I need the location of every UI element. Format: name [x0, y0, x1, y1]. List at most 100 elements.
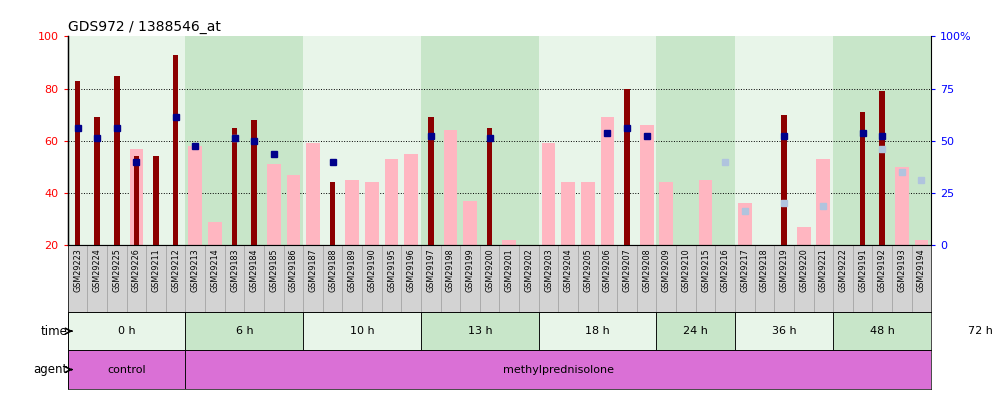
Bar — [519, 245, 539, 312]
Bar — [562, 182, 575, 245]
Text: GSM29188: GSM29188 — [328, 248, 338, 292]
Text: 10 h: 10 h — [350, 326, 374, 336]
Text: GSM29202: GSM29202 — [525, 248, 534, 292]
Text: 18 h: 18 h — [586, 326, 610, 336]
Text: GSM29212: GSM29212 — [171, 248, 180, 292]
Bar — [797, 227, 811, 245]
Text: GSM29220: GSM29220 — [799, 248, 808, 292]
Text: GSM29194: GSM29194 — [917, 248, 926, 292]
Text: GSM29187: GSM29187 — [309, 248, 318, 292]
Text: GSM29219: GSM29219 — [780, 248, 789, 292]
Bar — [205, 245, 225, 312]
Text: GSM29209: GSM29209 — [661, 248, 671, 292]
Bar — [636, 245, 656, 312]
Bar — [381, 245, 401, 312]
Text: GSM29210: GSM29210 — [681, 248, 690, 292]
Text: GSM29186: GSM29186 — [289, 248, 298, 292]
Bar — [264, 245, 284, 312]
Text: GSM29223: GSM29223 — [73, 248, 82, 292]
Bar — [931, 312, 996, 350]
Text: GSM29214: GSM29214 — [210, 248, 219, 292]
Bar — [188, 146, 202, 245]
Bar — [225, 245, 244, 312]
Text: methylprednisolone: methylprednisolone — [503, 364, 614, 375]
Text: 6 h: 6 h — [235, 326, 253, 336]
Text: GSM29217: GSM29217 — [740, 248, 749, 292]
Bar — [88, 245, 107, 312]
Bar — [914, 240, 928, 245]
Bar — [931, 36, 996, 245]
Bar — [601, 117, 615, 245]
Bar — [153, 156, 158, 245]
Text: GSM29183: GSM29183 — [230, 248, 239, 292]
Bar — [287, 175, 300, 245]
Text: GSM29184: GSM29184 — [250, 248, 259, 292]
Bar — [578, 245, 598, 312]
Bar — [303, 36, 421, 245]
Bar — [735, 36, 833, 245]
Bar — [173, 55, 178, 245]
Bar — [659, 182, 673, 245]
Bar — [624, 89, 629, 245]
Bar — [581, 182, 595, 245]
Bar — [95, 117, 100, 245]
Text: GDS972 / 1388546_at: GDS972 / 1388546_at — [68, 20, 220, 34]
Bar — [68, 312, 185, 350]
Bar — [618, 245, 636, 312]
Text: 13 h: 13 h — [467, 326, 492, 336]
Bar — [346, 180, 360, 245]
Bar — [232, 128, 237, 245]
Bar — [774, 245, 794, 312]
Bar — [715, 245, 735, 312]
Text: GSM29198: GSM29198 — [446, 248, 455, 292]
Bar — [911, 245, 931, 312]
Bar — [639, 125, 653, 245]
Bar — [303, 245, 323, 312]
Text: GSM29185: GSM29185 — [269, 248, 278, 292]
Bar — [267, 164, 281, 245]
Text: 0 h: 0 h — [118, 326, 135, 336]
Text: GSM29205: GSM29205 — [584, 248, 593, 292]
Bar — [542, 143, 556, 245]
Bar — [539, 36, 656, 245]
Bar — [133, 156, 139, 245]
Bar — [421, 245, 440, 312]
Bar — [343, 245, 363, 312]
Text: GSM29199: GSM29199 — [465, 248, 474, 292]
Text: GSM29222: GSM29222 — [839, 248, 848, 292]
Bar — [559, 245, 578, 312]
Bar — [428, 117, 433, 245]
Text: time: time — [41, 324, 68, 338]
Text: GSM29197: GSM29197 — [426, 248, 435, 292]
Text: GSM29226: GSM29226 — [131, 248, 140, 292]
Bar — [656, 245, 676, 312]
Bar — [656, 312, 735, 350]
Text: GSM29225: GSM29225 — [113, 248, 122, 292]
Bar — [853, 245, 872, 312]
Bar — [817, 159, 831, 245]
Text: GSM29189: GSM29189 — [348, 248, 357, 292]
Text: GSM29203: GSM29203 — [544, 248, 553, 292]
Bar — [794, 245, 814, 312]
Bar — [330, 182, 336, 245]
Bar — [126, 245, 146, 312]
Bar — [755, 245, 774, 312]
Bar — [833, 312, 931, 350]
Bar — [502, 240, 516, 245]
Bar — [384, 159, 398, 245]
Bar — [735, 245, 755, 312]
Bar — [539, 245, 559, 312]
Bar — [185, 350, 931, 389]
Bar — [421, 36, 539, 245]
Bar — [833, 245, 853, 312]
Bar — [303, 312, 421, 350]
Text: GSM29192: GSM29192 — [877, 248, 886, 292]
Bar — [75, 81, 81, 245]
Bar — [696, 245, 715, 312]
Bar — [244, 245, 264, 312]
Bar — [208, 222, 222, 245]
Bar — [872, 245, 892, 312]
Bar — [185, 245, 205, 312]
Bar — [129, 149, 143, 245]
Bar — [539, 312, 656, 350]
